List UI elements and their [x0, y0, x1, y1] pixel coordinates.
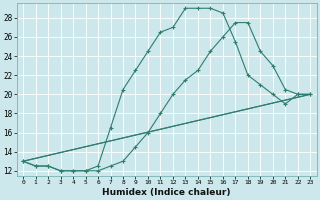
X-axis label: Humidex (Indice chaleur): Humidex (Indice chaleur): [102, 188, 231, 197]
